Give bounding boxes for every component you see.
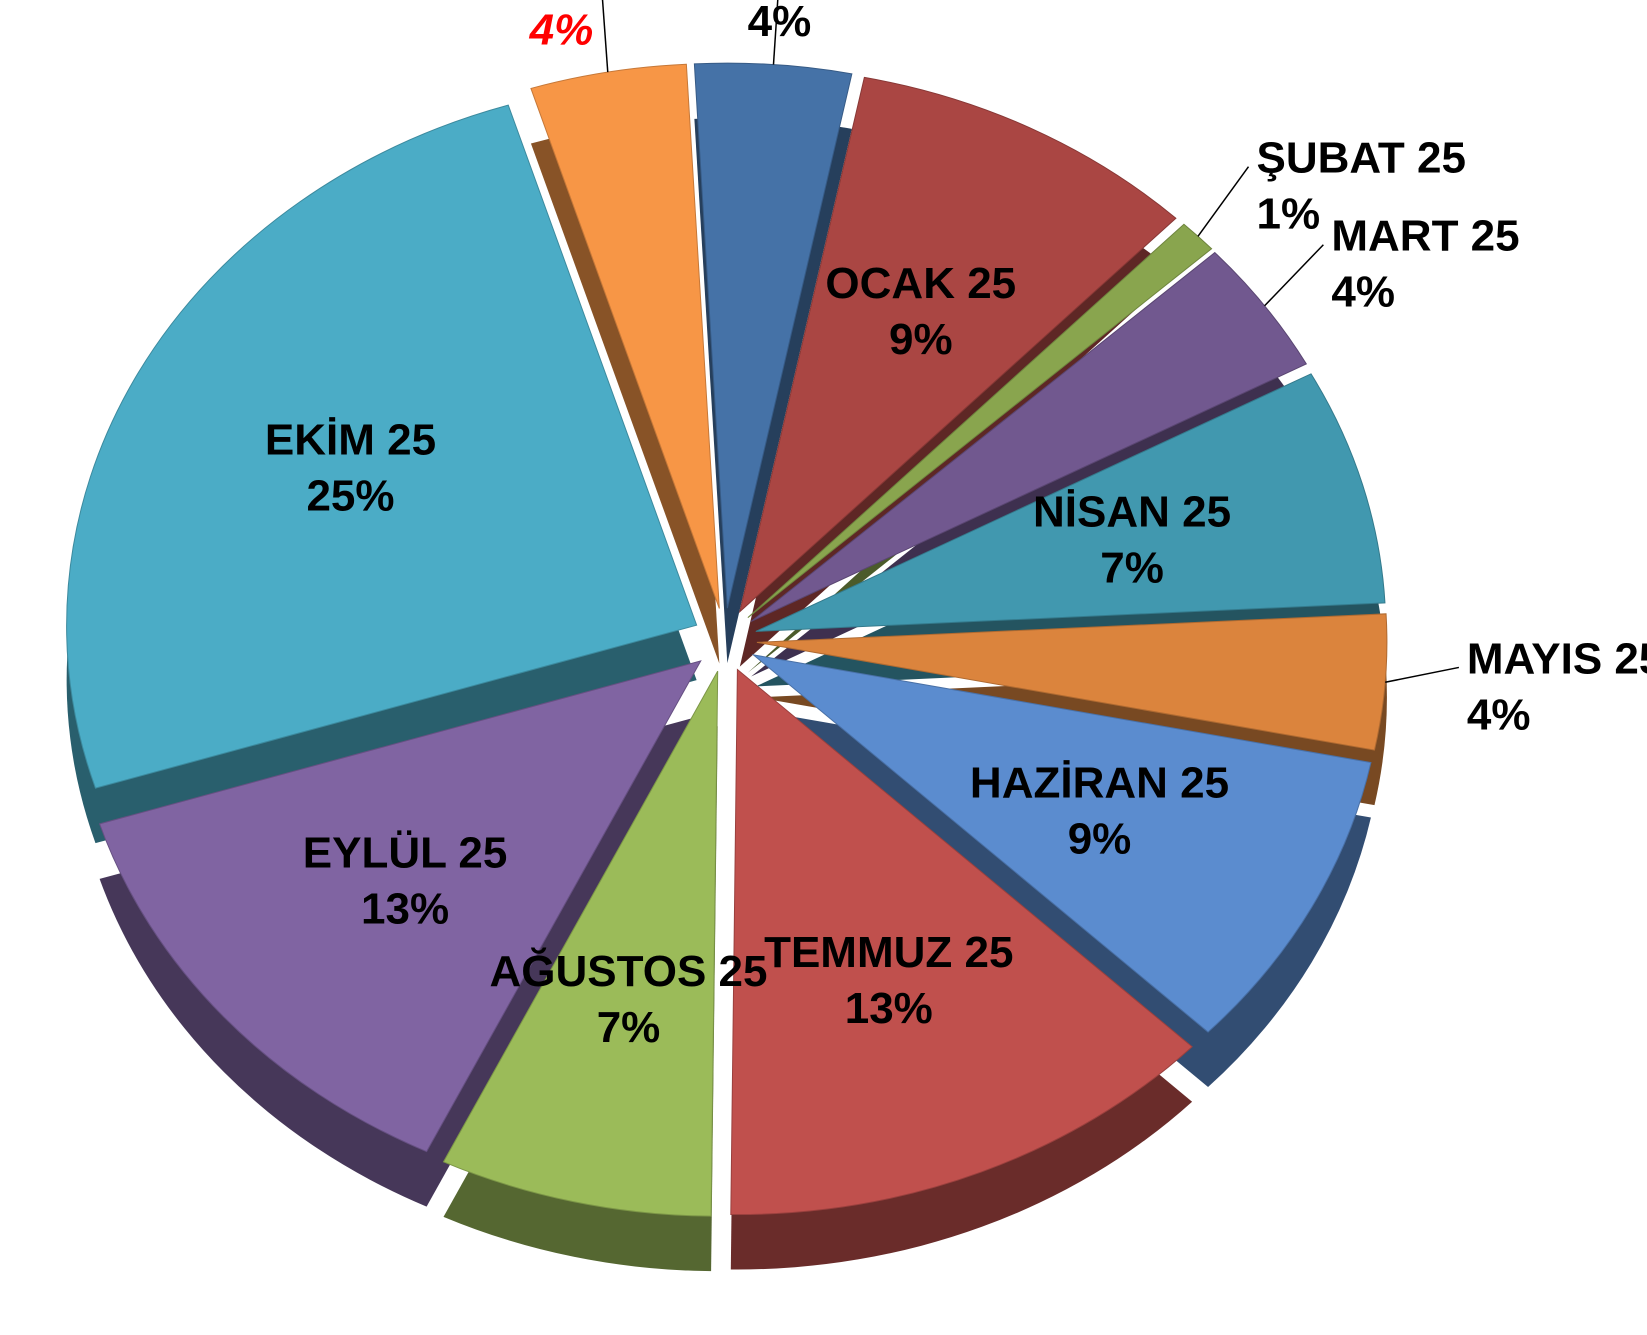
slice-label: ŞUBAT 25 xyxy=(1256,134,1465,183)
slice-value-label: 4% xyxy=(748,0,812,46)
slice-value-label: 9% xyxy=(889,315,953,364)
slice-label: TEMMUZ 25 xyxy=(764,928,1013,977)
slice xyxy=(530,63,720,609)
slice-value-label: 13% xyxy=(845,984,933,1033)
slice xyxy=(66,104,698,789)
slice xyxy=(755,373,1386,632)
slice-value-label: 4% xyxy=(1331,268,1395,317)
slice xyxy=(751,654,1372,1033)
slice-value-label: 7% xyxy=(1100,544,1164,593)
slice-label: HAZİRAN 25 xyxy=(970,758,1229,807)
slice-label: OCAK 25 xyxy=(825,259,1016,308)
leader-line xyxy=(1385,666,1460,683)
slice-label: MART 25 xyxy=(1331,212,1519,261)
slice xyxy=(442,670,719,1217)
slice-label: AĞUSTOS 25 xyxy=(490,946,768,996)
slice-label: MAYIS 25 xyxy=(1467,634,1647,683)
slice-tops xyxy=(66,62,1388,1217)
slice xyxy=(730,668,1193,1215)
slice-value-label: 13% xyxy=(361,885,449,934)
slice-label: EYLÜL 25 xyxy=(303,829,508,878)
slice xyxy=(738,76,1177,614)
leader-line xyxy=(1264,244,1324,307)
slice-value-label: 9% xyxy=(1068,814,1132,863)
slice-label: EKİM 25 xyxy=(265,416,436,465)
labels: ARALIK 244%OCAK 259%ŞUBAT 251%MART 254%N… xyxy=(265,0,1647,1052)
slice-label: NİSAN 25 xyxy=(1033,488,1231,537)
slice xyxy=(98,660,702,1153)
slice-value-label: 1% xyxy=(1256,190,1320,239)
slice xyxy=(747,223,1213,619)
slice xyxy=(756,613,1388,751)
leader-line xyxy=(1197,166,1250,237)
slice-value-label: 4% xyxy=(529,5,594,54)
slice-value-label: 4% xyxy=(1467,690,1531,739)
leader-line xyxy=(601,0,609,73)
slice-value-label: 7% xyxy=(597,1003,661,1052)
slice-value-label: 25% xyxy=(306,472,394,521)
leader-line xyxy=(772,0,779,65)
